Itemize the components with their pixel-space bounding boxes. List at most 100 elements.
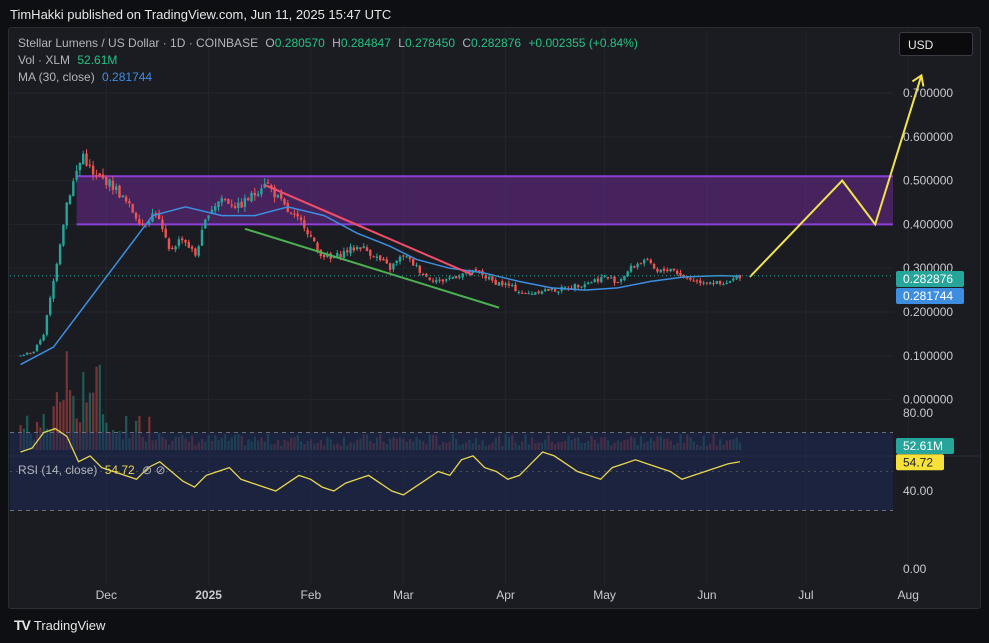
candle-body [349, 246, 352, 254]
candle-body [501, 281, 504, 286]
candle-body [19, 355, 22, 357]
candle-body [184, 240, 187, 243]
candle-body [507, 283, 511, 286]
candle-body [128, 201, 131, 204]
candle-body [22, 355, 25, 357]
candle-body [322, 254, 326, 257]
volume-bar [72, 395, 75, 450]
time-axis-label: Apr [496, 588, 515, 602]
candle-body [428, 277, 431, 280]
volume-bar [88, 392, 91, 450]
candle-body [108, 179, 111, 187]
candle-body [431, 280, 435, 282]
candle-body [306, 229, 309, 235]
candle-body [580, 286, 583, 288]
footer: TV TradingView [14, 617, 105, 633]
candle-body [530, 293, 534, 295]
candle-body [382, 258, 385, 261]
candle-body [649, 259, 652, 264]
candle-body [412, 258, 415, 266]
candle-body [709, 282, 712, 284]
candle-body [243, 198, 247, 207]
candle-body [722, 284, 725, 286]
candle-body [494, 279, 497, 285]
candle-body [695, 280, 699, 282]
candle-body [75, 170, 78, 180]
candle-body [402, 255, 405, 257]
low-value: 0.278450 [404, 36, 455, 50]
rsi-tag-bg [896, 454, 944, 471]
candle-body [362, 246, 365, 249]
candle-body [689, 278, 692, 280]
candle-body [49, 297, 52, 315]
price-tag-text: 0.281744 [903, 289, 953, 303]
volume-bar [59, 401, 62, 450]
candle-body [98, 173, 101, 177]
candle-body [623, 275, 626, 281]
candle-body [352, 247, 355, 251]
candle-body [718, 280, 722, 285]
rsi-visibility-icons[interactable]: ⊘ ⊘ [142, 463, 166, 477]
candle-body [702, 282, 705, 284]
candle-body [557, 291, 560, 293]
candle-body [468, 269, 471, 274]
high-value: 0.284847 [340, 36, 391, 50]
currency-selector[interactable]: USD [899, 32, 973, 56]
candle-body [656, 268, 659, 272]
symbol-legend: Stellar Lumens / US Dollar · 1D · COINBA… [18, 36, 638, 50]
candle-body [138, 219, 141, 225]
candle-body [171, 247, 174, 249]
volume-bar [95, 366, 98, 450]
candle-body [359, 247, 362, 250]
candle-body [266, 182, 270, 184]
candle-body [299, 217, 303, 221]
candle-body [260, 188, 263, 195]
candle-body [174, 246, 177, 250]
candle-body [448, 277, 451, 279]
candle-body [415, 265, 418, 267]
candle-body [233, 205, 237, 208]
price-axis-label: 0.600000 [903, 130, 953, 144]
rsi-value: 54.72 [104, 463, 135, 477]
candle-body [167, 238, 171, 249]
candle-body [276, 194, 280, 198]
candle-body [586, 282, 590, 284]
rsi-axis-label: 40.00 [903, 484, 933, 498]
rsi-axis-label: 80.00 [903, 406, 933, 420]
candle-body [421, 273, 425, 275]
candle-body [388, 263, 392, 270]
candle-body [732, 278, 735, 281]
candle-body [725, 283, 728, 285]
ma-value: 0.281744 [102, 70, 153, 84]
candle-body [679, 272, 682, 276]
volume-legend: Vol · XLM 52.61M [18, 53, 117, 67]
candle-body [398, 256, 402, 262]
candle-body [62, 224, 65, 246]
candle-body [395, 260, 398, 264]
candle-body [253, 192, 256, 196]
open-label: O [265, 36, 275, 50]
candle-body [738, 274, 742, 279]
candle-body [643, 259, 646, 264]
candle-body [240, 201, 243, 208]
candle-body [633, 266, 636, 268]
candle-body [418, 265, 421, 273]
price-axis-label: 0.200000 [903, 305, 953, 319]
candle-body [613, 276, 616, 283]
candle-body [577, 284, 580, 288]
rsi-tag-text: 54.72 [903, 455, 933, 469]
change-value: +0.002355 (+0.84%) [528, 36, 638, 50]
candle-body [65, 202, 68, 226]
candle-body [207, 215, 210, 219]
candle-body [517, 291, 520, 293]
support-trendline [244, 227, 500, 309]
candle-body [610, 277, 613, 279]
candle-body [111, 180, 115, 190]
candle-body [141, 223, 144, 226]
candle-body [316, 242, 319, 251]
ma-line [20, 206, 740, 366]
volume-bar [82, 372, 85, 450]
time-axis-label: Jul [798, 588, 813, 602]
candle-body [68, 195, 72, 205]
